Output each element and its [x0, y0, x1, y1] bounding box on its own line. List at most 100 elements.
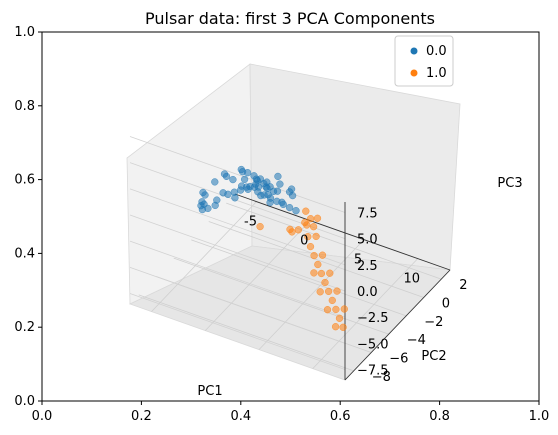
- outer-y-tick-label: 0.4: [14, 246, 35, 261]
- outer-x-tick-label: 0.4: [230, 409, 251, 424]
- z-axis-label: PC3: [497, 176, 522, 191]
- x-tick-label: 5: [354, 253, 362, 268]
- x-tick-label: -5: [244, 215, 257, 230]
- outer-y-tick-label: 0.6: [14, 173, 35, 188]
- data-point-series-1: [306, 242, 315, 251]
- data-point-series-1: [310, 251, 318, 260]
- data-point-series-0: [246, 182, 254, 191]
- z-tick-label: 0.0: [357, 285, 378, 300]
- data-point-series-1: [313, 214, 322, 222]
- y-tick-label: 0: [442, 297, 450, 312]
- data-point-series-0: [237, 165, 245, 174]
- data-point-series-1: [339, 323, 347, 331]
- data-point-series-0: [240, 175, 249, 184]
- data-point-series-1: [340, 305, 348, 313]
- y-tick-label: 2: [459, 278, 467, 293]
- data-point-series-1: [331, 323, 340, 331]
- y-tick-label: −4: [407, 333, 426, 348]
- grid-z-4: [129, 240, 346, 318]
- data-point-series-0: [269, 187, 278, 196]
- data-point-series-0: [285, 203, 294, 212]
- data-point-series-1: [333, 287, 341, 295]
- x-tick-label: 10: [403, 272, 420, 287]
- grid-z-3: [129, 214, 346, 292]
- data-point-series-0: [222, 172, 231, 181]
- x-axis-label: PC1: [197, 384, 222, 399]
- data-point-series-1: [324, 287, 333, 296]
- outer-axis-ticks: 0.0 0.2 0.4 0.6 0.8 1.0 0.0 0.2 0.4 0.6 0.8 1.0: [14, 25, 549, 424]
- grid-y-2: [191, 239, 407, 317]
- x-axis-line: [234, 193, 451, 271]
- data-point-series-1: [332, 305, 340, 314]
- outer-x-tick-label: 0.6: [330, 409, 351, 424]
- outer-x-tick-label: 1.0: [529, 409, 550, 424]
- data-point-series-0: [287, 185, 296, 193]
- outer-y-tick-label: 1.0: [14, 25, 35, 40]
- grid-z-6: [129, 293, 346, 370]
- data-point-series-1: [306, 215, 315, 223]
- data-point-series-0: [243, 169, 252, 177]
- grid-z-2: [129, 188, 346, 266]
- data-point-series-0: [253, 176, 262, 185]
- outer-y-tick-label: 0.2: [14, 320, 35, 335]
- outer-x-tick-label: 0.0: [32, 409, 53, 424]
- outer-y-tick-label: 0.0: [14, 394, 35, 409]
- data-point-series-0: [211, 178, 219, 186]
- data-point-series-1: [316, 288, 324, 296]
- grid-x-3: [312, 258, 419, 369]
- data-point-series-1: [301, 218, 309, 227]
- legend-box: [394, 35, 454, 87]
- data-point-series-0: [263, 184, 271, 192]
- data-point-series-1: [317, 269, 326, 278]
- data-point-series-0: [201, 191, 209, 199]
- data-point-series-1: [335, 314, 344, 322]
- data-point-series-0: [279, 200, 287, 209]
- grid-x-0: [151, 201, 257, 312]
- outer-y-tick-label: 0.8: [14, 99, 35, 114]
- grid-y-3: [173, 257, 389, 335]
- data-point-series-0: [204, 204, 212, 213]
- x-tick-label: 0: [300, 234, 308, 249]
- data-point-series-1: [314, 260, 322, 269]
- data-point-series-1: [323, 306, 332, 314]
- legend-label-1: 1.0: [426, 66, 447, 81]
- z-tick-label: 5.0: [357, 233, 378, 248]
- grid-y-0: [226, 202, 442, 280]
- y-axis-label: PC2: [421, 349, 446, 364]
- axis-lines: [234, 193, 451, 381]
- grid-y-5: [138, 294, 354, 372]
- legend-marker-1: [410, 69, 418, 77]
- data-point-series-1: [309, 223, 318, 231]
- data-point-series-0: [273, 197, 281, 205]
- y-tick-label: −2: [424, 315, 443, 330]
- data-point-series-1: [318, 251, 327, 259]
- data-point-series-0: [224, 190, 232, 198]
- chart-title: Pulsar data: first 3 PCA Components: [145, 9, 435, 28]
- z-tick-label: 2.5: [357, 259, 378, 274]
- data-point-series-0: [292, 207, 300, 215]
- outer-x-tick-label: 0.2: [131, 409, 152, 424]
- data-point-series-1: [304, 233, 312, 241]
- z-tick-label: −5.0: [357, 337, 389, 352]
- data-point-series-1: [256, 222, 264, 231]
- y-axis-line: [344, 269, 451, 381]
- grid-y-1: [208, 221, 424, 298]
- z-tick-label: −7.5: [357, 364, 389, 379]
- data-point-series-1: [302, 207, 310, 215]
- outer-x-tick-label: 0.8: [429, 409, 450, 424]
- data-point-series-0: [211, 201, 219, 210]
- data-point-series-1: [286, 225, 294, 234]
- grid-z-5: [129, 266, 346, 344]
- data-point-series-0: [274, 172, 282, 181]
- legend: 0.0 1.0: [394, 35, 454, 87]
- data-point-series-0: [276, 180, 284, 188]
- data-point-series-1: [310, 269, 318, 277]
- data-point-series-0: [288, 191, 297, 200]
- data-point-series-1: [328, 296, 336, 305]
- y-tick-label: −6: [389, 352, 408, 367]
- data-point-series-1: [312, 232, 320, 241]
- z-tick-label: −2.5: [357, 311, 389, 326]
- z-tick-label: 7.5: [357, 206, 378, 221]
